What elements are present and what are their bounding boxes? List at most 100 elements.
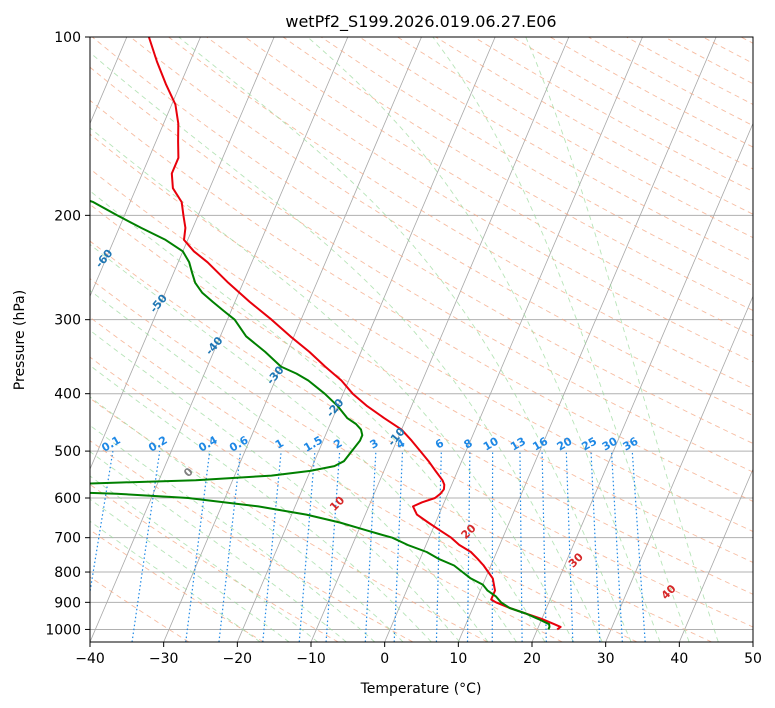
dry-adiabat-line bbox=[90, 483, 339, 642]
dry-adiabat-line bbox=[90, 133, 753, 532]
dry-adiabat-line bbox=[244, 37, 753, 337]
moist-adiabat-line bbox=[90, 498, 290, 642]
y-tick-label: 800 bbox=[54, 565, 81, 581]
x-axis-label: Temperature (°C) bbox=[360, 681, 482, 697]
moist-adiabat-label: 30 bbox=[566, 550, 586, 570]
mixing-ratio-line bbox=[185, 451, 211, 642]
dry-adiabat-line bbox=[473, 37, 753, 192]
isotherm-label: -60 bbox=[93, 247, 116, 271]
y-tick-label: 500 bbox=[54, 444, 81, 460]
x-tick-label: −20 bbox=[223, 651, 253, 667]
mixing-ratio-label: 1 bbox=[273, 437, 286, 452]
x-tick-label: 40 bbox=[670, 651, 688, 667]
isotherm-line bbox=[531, 122, 753, 642]
x-tick-label: −40 bbox=[75, 651, 105, 667]
moist-adiabat-line bbox=[432, 37, 690, 642]
moist-adiabat-line bbox=[90, 243, 517, 642]
moist-adiabat-line bbox=[90, 396, 404, 642]
moist-adiabat-line bbox=[525, 37, 719, 642]
y-tick-label: 700 bbox=[54, 531, 81, 547]
dewpoint-profile-line bbox=[90, 199, 551, 630]
isotherm-line bbox=[163, 37, 422, 642]
x-tick-label: 10 bbox=[449, 651, 467, 667]
y-tick-label: 200 bbox=[54, 208, 81, 224]
dry-adiabat-line bbox=[90, 316, 638, 642]
dry-adiabat-line bbox=[90, 440, 414, 642]
dry-adiabat-line bbox=[588, 37, 753, 127]
isotherm-line bbox=[752, 640, 753, 642]
temperature-profile-line bbox=[147, 37, 562, 631]
isotherm-line bbox=[457, 37, 717, 642]
x-tick-label: −30 bbox=[149, 651, 179, 667]
dry-adiabat-line bbox=[740, 37, 753, 44]
dry-adiabat-line bbox=[664, 37, 753, 85]
mixing-ratio-line bbox=[519, 451, 523, 642]
mixing-ratio-line bbox=[90, 451, 114, 596]
isotherm-line bbox=[605, 295, 753, 642]
x-tick-label: 30 bbox=[597, 651, 615, 667]
y-tick-label: 300 bbox=[54, 313, 81, 329]
y-tick-label: 400 bbox=[54, 387, 81, 403]
moist-adiabat-line bbox=[90, 424, 376, 642]
mixing-ratio-line bbox=[565, 451, 574, 642]
isotherm-label: -20 bbox=[324, 396, 347, 420]
mixing-ratio-line bbox=[435, 451, 442, 642]
dry-adiabat-line bbox=[130, 37, 753, 417]
dry-adiabat-line bbox=[206, 37, 753, 363]
moist-adiabat-line bbox=[90, 364, 432, 642]
dry-adiabat-line bbox=[168, 37, 753, 389]
mixing-ratio-line bbox=[364, 451, 377, 642]
dry-adiabat-line bbox=[90, 576, 190, 642]
isotherm-line bbox=[90, 37, 349, 642]
dry-adiabat-line bbox=[90, 203, 753, 595]
dry-adiabat-line bbox=[511, 37, 753, 170]
mixing-ratio-line bbox=[218, 451, 242, 642]
mixing-ratio-line bbox=[631, 451, 646, 642]
moist-adiabat-line bbox=[90, 475, 319, 642]
moist-adiabat-line bbox=[90, 520, 261, 642]
moist-adiabat-line bbox=[90, 127, 574, 642]
isotherm-line bbox=[384, 37, 643, 642]
mixing-ratio-line bbox=[131, 451, 161, 642]
mixing-ratio-label: 3 bbox=[368, 437, 381, 452]
chart-title: wetPf2_S199.2026.019.06.27.E06 bbox=[285, 12, 556, 32]
dry-adiabat-line bbox=[90, 278, 712, 642]
dry-adiabat-line bbox=[702, 37, 753, 64]
dry-adiabat-line bbox=[90, 240, 753, 628]
isotherm-label: -40 bbox=[203, 334, 226, 358]
dry-adiabat-line bbox=[90, 168, 753, 563]
moist-adiabat-label: 10 bbox=[327, 494, 347, 514]
dry-adiabat-line bbox=[90, 397, 488, 642]
mixing-ratio-line bbox=[590, 451, 601, 642]
dry-adiabat-line bbox=[90, 66, 753, 473]
moist-adiabat-line bbox=[90, 190, 546, 642]
moist-adiabat-line bbox=[90, 289, 489, 642]
mixing-ratio-line bbox=[466, 451, 471, 642]
mixing-ratio-line bbox=[298, 451, 316, 642]
moist-adiabat-line bbox=[90, 51, 603, 642]
isotherm-label: -50 bbox=[147, 292, 170, 316]
x-tick-label: 20 bbox=[523, 651, 541, 667]
isotherm-line bbox=[236, 37, 496, 642]
isotherm-line bbox=[90, 37, 201, 298]
isotherm-line bbox=[90, 37, 275, 471]
dry-adiabat-line bbox=[282, 37, 753, 311]
dry-adiabat-line bbox=[549, 37, 753, 148]
y-tick-label: 1000 bbox=[45, 622, 81, 638]
moist-adiabat-line bbox=[90, 451, 347, 642]
moist-adiabat-line bbox=[178, 37, 632, 642]
y-tick-label: 100 bbox=[54, 30, 81, 46]
mixing-ratio-line bbox=[610, 451, 623, 642]
y-tick-label: 600 bbox=[54, 491, 81, 507]
y-tick-label: 900 bbox=[54, 595, 81, 611]
plot-frame bbox=[89, 36, 754, 643]
x-tick-label: 0 bbox=[380, 651, 389, 667]
dry-adiabat-line bbox=[359, 37, 753, 262]
dry-adiabat-line bbox=[90, 356, 563, 642]
dry-adiabat-line bbox=[435, 37, 753, 215]
x-tick-label: 50 bbox=[744, 651, 762, 667]
y-axis-label: Pressure (hPa) bbox=[12, 290, 28, 390]
moist-adiabat-line bbox=[307, 37, 661, 642]
x-tick-label: −10 bbox=[296, 651, 326, 667]
